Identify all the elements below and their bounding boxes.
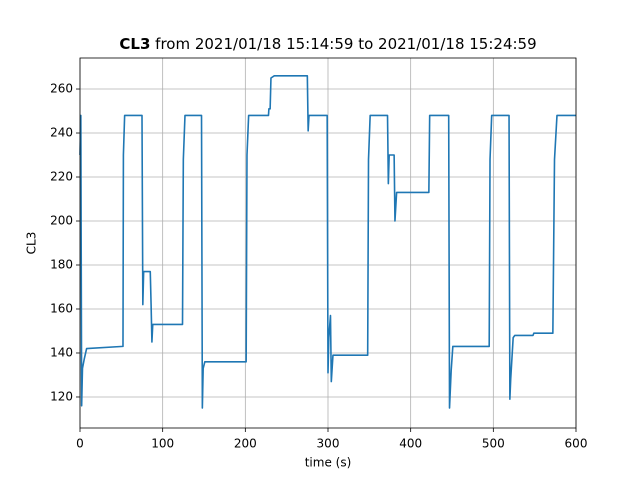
y-tick-label: 140 [50,345,73,359]
x-tick-label: 0 [76,437,84,451]
title-name: CL3 [119,35,150,53]
x-tick-label: 100 [151,437,174,451]
chart-title: CL3 from 2021/01/18 15:14:59 to 2021/01/… [119,35,536,53]
x-tick-label: 600 [565,437,588,451]
x-tick-label: 400 [399,437,422,451]
y-tick-label: 260 [50,82,73,96]
title-range: from 2021/01/18 15:14:59 to 2021/01/18 1… [155,35,536,53]
x-tick-label: 500 [482,437,505,451]
y-tick-label: 220 [50,170,73,184]
plot-frame [79,57,577,429]
y-axis-label: CL3 [25,232,39,255]
x-tick-label: 300 [317,437,340,451]
y-tick-label: 160 [50,301,73,315]
y-tick-label: 180 [50,257,73,271]
y-tick-label: 200 [50,214,73,228]
y-tick-label: 240 [50,126,73,140]
x-tick-label: 200 [234,437,257,451]
data-line [79,75,576,409]
x-axis-label: time (s) [305,456,352,470]
y-tick-label: 120 [50,389,73,403]
